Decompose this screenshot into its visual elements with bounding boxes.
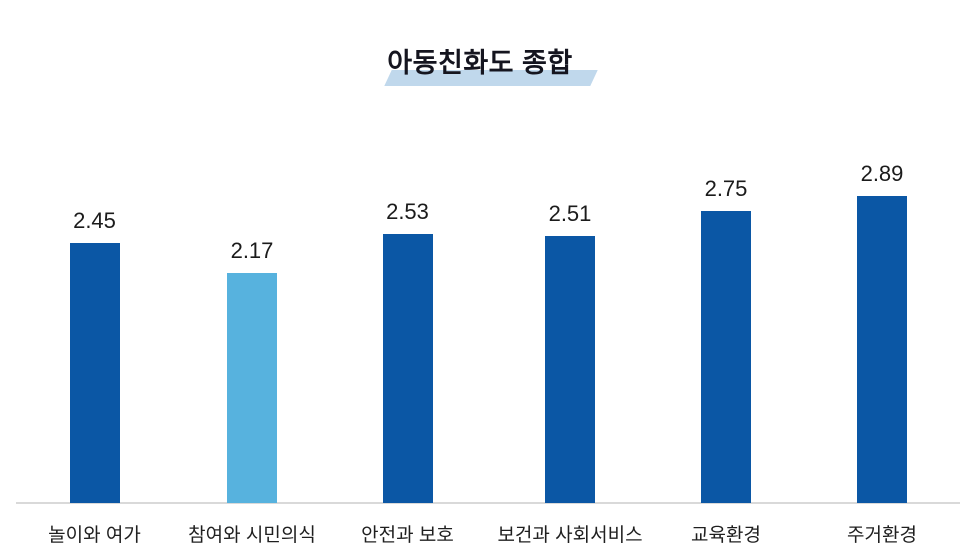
category-label: 보건과 사회서비스 xyxy=(497,525,643,546)
chart-title: 아동친화도 종합 xyxy=(387,48,573,78)
category-label: 주거환경 xyxy=(847,525,917,546)
bar xyxy=(227,273,277,503)
bar-column: 2.53 xyxy=(343,199,473,503)
bar-column: 2.17 xyxy=(187,238,317,503)
category-label: 놀이와 여가 xyxy=(48,525,141,546)
bar-value-label: 2.75 xyxy=(704,176,748,201)
bar xyxy=(857,196,907,503)
bar xyxy=(701,211,751,503)
bar-value-label: 2.53 xyxy=(386,199,429,224)
bar xyxy=(545,236,595,503)
bar-column: 2.45 xyxy=(30,208,160,503)
bar-value-label: 2.89 xyxy=(860,161,904,186)
bar-column: 2.89 xyxy=(817,161,947,503)
bar-value-label: 2.45 xyxy=(73,208,116,233)
bar xyxy=(69,243,120,503)
bar-column: 2.75 xyxy=(661,176,791,503)
bar-value-label: 2.17 xyxy=(230,238,274,263)
category-label: 교육환경 xyxy=(691,525,761,546)
bar-column: 2.51 xyxy=(505,201,635,503)
bar-value-label: 2.51 xyxy=(548,201,592,226)
bar xyxy=(382,234,433,503)
category-label: 참여와 시민의식 xyxy=(188,525,316,546)
x-axis-line xyxy=(16,502,960,504)
category-label: 안전과 보호 xyxy=(361,525,454,546)
